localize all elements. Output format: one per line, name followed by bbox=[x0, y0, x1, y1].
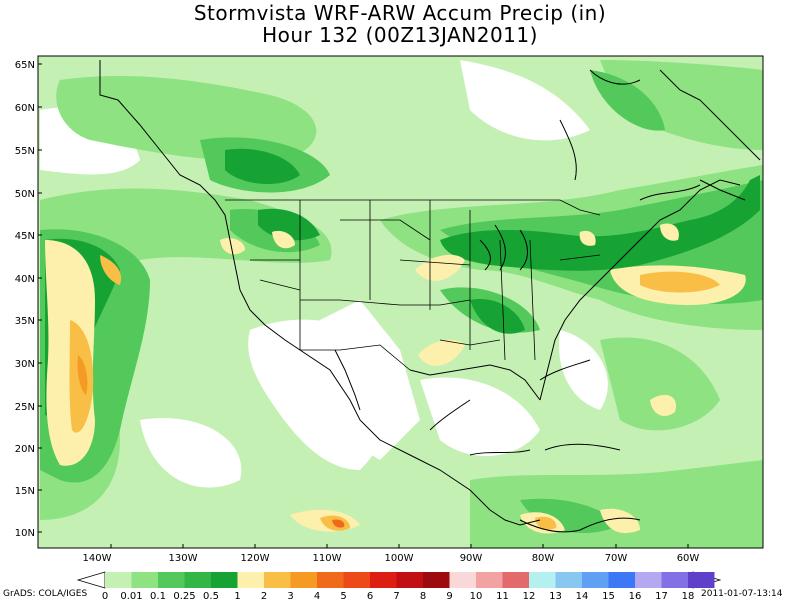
lon-label: 70W bbox=[605, 553, 628, 564]
legend-swatch bbox=[635, 572, 662, 588]
legend-label: 14 bbox=[576, 591, 589, 600]
lon-label: 100W bbox=[385, 553, 414, 564]
legend-label: 3 bbox=[287, 591, 293, 600]
legend-swatch bbox=[661, 572, 688, 588]
lon-ticks bbox=[110, 544, 689, 548]
lat-ticks bbox=[38, 63, 42, 533]
legend-swatch bbox=[582, 572, 609, 588]
legend-swatch bbox=[396, 572, 423, 588]
lon-label: 130W bbox=[169, 553, 198, 564]
legend-swatch bbox=[158, 572, 185, 588]
legend-swatch bbox=[423, 572, 450, 588]
legend-label: 18 bbox=[682, 591, 695, 600]
lon-label: 80W bbox=[532, 553, 555, 564]
legend-swatch bbox=[449, 572, 476, 588]
legend-swatch bbox=[343, 572, 370, 588]
legend-swatch bbox=[211, 572, 238, 588]
map-title: Stormvista WRF-ARW Accum Precip (in) bbox=[193, 1, 607, 25]
legend-label: 9 bbox=[446, 591, 452, 600]
legend-label: 15 bbox=[602, 591, 615, 600]
precip-field bbox=[38, 56, 763, 548]
lat-label: 35N bbox=[15, 316, 35, 327]
legend-label: 5 bbox=[340, 591, 346, 600]
legend-swatch bbox=[476, 572, 503, 588]
lat-label: 45N bbox=[15, 231, 35, 242]
legend-label: 6 bbox=[367, 591, 373, 600]
legend-label: 0.25 bbox=[173, 591, 195, 600]
map-subtitle: Hour 132 (00Z13JAN2011) bbox=[262, 23, 538, 47]
latitude-labels: 65N 60N 55N 50N 45N 40N 35N 30N 25N 20N … bbox=[15, 60, 35, 539]
legend-swatch bbox=[529, 572, 556, 588]
legend-label: 2 bbox=[261, 591, 267, 600]
lat-label: 30N bbox=[15, 359, 35, 370]
legend-swatch bbox=[184, 572, 211, 588]
legend-swatch bbox=[105, 572, 132, 588]
map-frame bbox=[37, 55, 764, 549]
legend-swatch bbox=[688, 572, 715, 588]
legend-label: 4 bbox=[314, 591, 320, 600]
lat-label: 25N bbox=[15, 402, 35, 413]
legend-label: 1 bbox=[234, 591, 240, 600]
colorbar-legend: 0 0.01 0.1 0.25 0.5 1 2 3 4 5 6 7 8 9 10 11 12 13 14 15 16 17… bbox=[76, 571, 722, 600]
lat-label: 60N bbox=[15, 103, 35, 114]
legend-label: 12 bbox=[523, 591, 536, 600]
lat-label: 40N bbox=[15, 274, 35, 285]
longitude-labels: 140W 130W 120W 110W 100W 90W 80W 70W 60W bbox=[83, 553, 700, 564]
grads-credit: GrADS: COLA/IGES bbox=[3, 589, 88, 599]
lon-label: 120W bbox=[241, 553, 270, 564]
legend-label: 0 bbox=[102, 591, 108, 600]
lat-label: 50N bbox=[15, 189, 35, 200]
legend-label: 0.01 bbox=[120, 591, 142, 600]
legend-swatch bbox=[370, 572, 397, 588]
lat-label: 10N bbox=[15, 528, 35, 539]
legend-swatch bbox=[237, 572, 264, 588]
political-boundaries bbox=[225, 199, 601, 371]
legend-label: 0.1 bbox=[150, 591, 166, 600]
legend-swatch bbox=[555, 572, 582, 588]
legend-swatch bbox=[317, 572, 344, 588]
legend-left-arrow bbox=[76, 571, 106, 589]
legend-label: 13 bbox=[549, 591, 562, 600]
lat-label: 20N bbox=[15, 444, 35, 455]
lon-label: 60W bbox=[677, 553, 700, 564]
legend-label: 0.5 bbox=[203, 591, 219, 600]
legend-label: 16 bbox=[629, 591, 642, 600]
legend-label: 7 bbox=[393, 591, 399, 600]
legend-swatch bbox=[608, 572, 635, 588]
legend-swatch bbox=[264, 572, 291, 588]
legend-label: 11 bbox=[496, 591, 509, 600]
lon-label: 140W bbox=[83, 553, 112, 564]
lon-label: 90W bbox=[460, 553, 483, 564]
lat-label: 65N bbox=[15, 60, 35, 71]
lon-label: 110W bbox=[313, 553, 342, 564]
legend-label: 8 bbox=[420, 591, 426, 600]
legend-swatch bbox=[290, 572, 317, 588]
legend-swatch bbox=[502, 572, 529, 588]
legend-swatch bbox=[131, 572, 158, 588]
coastlines bbox=[99, 60, 761, 533]
legend-label: 10 bbox=[470, 591, 483, 600]
lat-label: 15N bbox=[15, 486, 35, 497]
lat-label: 55N bbox=[15, 146, 35, 157]
legend-label: 17 bbox=[655, 591, 668, 600]
timestamp: 2011-01-07-13:14 bbox=[701, 589, 783, 599]
